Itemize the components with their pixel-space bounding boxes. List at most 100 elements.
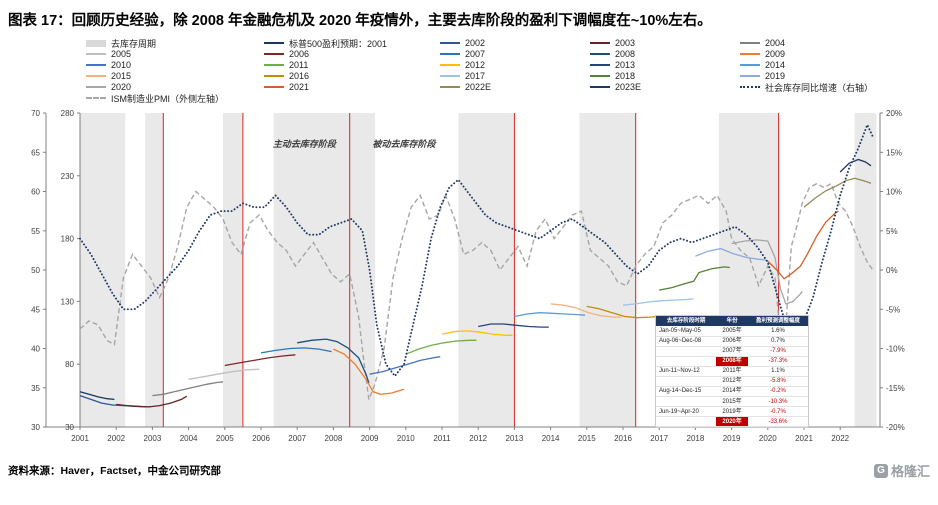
svg-text:2017: 2017 [650,434,668,443]
legend-marker-dash [86,97,106,99]
svg-text:2005: 2005 [216,434,234,443]
legend-item: 2018 [590,71,740,81]
destock-table-row: Jun-11~Nov-12 2011年 1.1% [656,366,808,377]
svg-text:55: 55 [31,227,40,236]
svg-text:10%: 10% [886,188,902,197]
destock-value: -7.9% [747,346,808,357]
svg-text:30: 30 [31,423,40,432]
legend-label: 2019 [765,71,786,81]
destock-year: 2011年 [716,366,748,377]
legend-label: 2008 [615,49,636,59]
svg-text:2012: 2012 [469,434,487,443]
destock-table-header: 年份 [716,316,748,327]
legend-label: 2014 [765,60,786,70]
destock-table-row: Jan-05~May-05 2005年 1.6% [656,326,808,337]
legend-marker-solid [440,75,460,77]
legend-marker-solid [264,75,284,77]
chart-legend: 去库存周期 标普500盈利预期：2001 2002 2003 2004 2005 2006 2… [86,38,938,104]
legend-item: 2009 [740,49,938,59]
legend-item: 社会库存同比增速（右轴） [740,82,938,93]
legend-marker-solid [264,42,284,44]
destock-value: -33.6% [747,416,808,428]
gelonghui-logo: G 格隆汇 [873,461,930,480]
legend-label: 2021 [289,82,310,92]
legend-item: 2007 [440,49,590,59]
destock-value: 1.6% [747,326,808,337]
legend-marker-solid [740,42,760,44]
legend-marker-band [86,39,106,47]
legend-label: 2002 [465,38,486,48]
legend-marker-solid [86,86,106,88]
legend-label: 2003 [615,38,636,48]
svg-text:2004: 2004 [180,434,198,443]
legend-item: 2004 [740,38,938,48]
legend-label: 2016 [289,71,310,81]
destock-value: -0.7% [747,406,808,418]
destock-table-header: 去库存阶段时期 [656,316,717,327]
legend-item: 2005 [86,49,264,59]
destock-year: 2008年 [716,356,748,367]
destock-year: 2006年 [716,336,748,347]
svg-text:280: 280 [61,109,75,118]
legend-item: 2008 [590,49,740,59]
legend-label: 2017 [465,71,486,81]
legend-marker-solid [590,42,610,44]
legend-marker-solid [440,86,460,88]
svg-text:130: 130 [61,297,75,306]
legend-item: 2006 [264,49,440,59]
inset-table: 去库存阶段时期 年份 盈利预测调整幅度 Jan-05~May-05 2005年 1.6% A… [655,315,809,429]
svg-text:65: 65 [31,148,40,157]
legend-marker-solid [86,75,106,77]
legend-marker-solid [440,42,460,44]
legend-label: 2023E [615,82,642,92]
svg-text:-5%: -5% [886,305,900,314]
legend-label: 2007 [465,49,486,59]
legend-marker-solid [264,64,284,66]
destock-period: Jan-05~May-05 [656,326,717,337]
gelonghui-label: 格隆汇 [890,464,930,479]
svg-text:2016: 2016 [614,434,632,443]
svg-text:50: 50 [31,266,40,275]
legend-label: 2013 [615,60,636,70]
legend-marker-solid [740,64,760,66]
legend-marker-solid [264,53,284,55]
legend-label: ISM制造业PMI（外侧左轴） [111,93,225,104]
legend-marker-solid [740,75,760,77]
legend-item: 2023E [590,82,740,92]
legend-marker-dot [740,86,760,88]
svg-text:-15%: -15% [886,384,905,393]
legend-marker-solid [86,64,106,66]
destock-year: 2020年 [716,416,748,428]
svg-text:35: 35 [31,384,40,393]
destock-table-row: Aug-06~Dec-08 2006年 0.7% [656,336,808,347]
footer: 资料来源：Haver，Factset，中金公司研究部 G 格隆汇 [0,455,938,480]
legend-marker-solid [590,64,610,66]
destock-year: 2014年 [716,386,748,398]
destock-year: 2012年 [716,376,748,387]
svg-text:2010: 2010 [397,434,415,443]
destock-table-header: 盈利预测调整幅度 [747,316,808,327]
legend-item: 2014 [740,60,938,70]
svg-text:2001: 2001 [71,434,89,443]
legend-item: 2022E [440,82,590,92]
destock-year: 2015年 [716,396,748,408]
svg-text:被动去库存阶段: 被动去库存阶段 [372,139,436,149]
destock-value: -0.2% [747,386,808,398]
legend-label: 2005 [111,49,132,59]
legend-item: 去库存周期 [86,38,264,49]
svg-text:180: 180 [61,235,75,244]
destock-year: 2019年 [716,406,748,418]
svg-text:20%: 20% [886,109,902,118]
destock-table-row: Jun-19~Apr-20 2019年 -0.7% [656,406,808,418]
legend-label: 2012 [465,60,486,70]
destock-period: Jun-19~Apr-20 [656,406,717,418]
svg-text:2022: 2022 [831,434,849,443]
destock-table-row: 2015年 -10.3% [656,396,808,408]
legend-marker-solid [590,53,610,55]
svg-text:2021: 2021 [795,434,813,443]
legend-label: 2004 [765,38,786,48]
legend-marker-solid [264,86,284,88]
source-note: 资料来源：Haver，Factset，中金公司研究部 [8,465,221,477]
destock-table-row: 2020年 -33.6% [656,416,808,428]
legend-item: 2011 [264,60,440,70]
